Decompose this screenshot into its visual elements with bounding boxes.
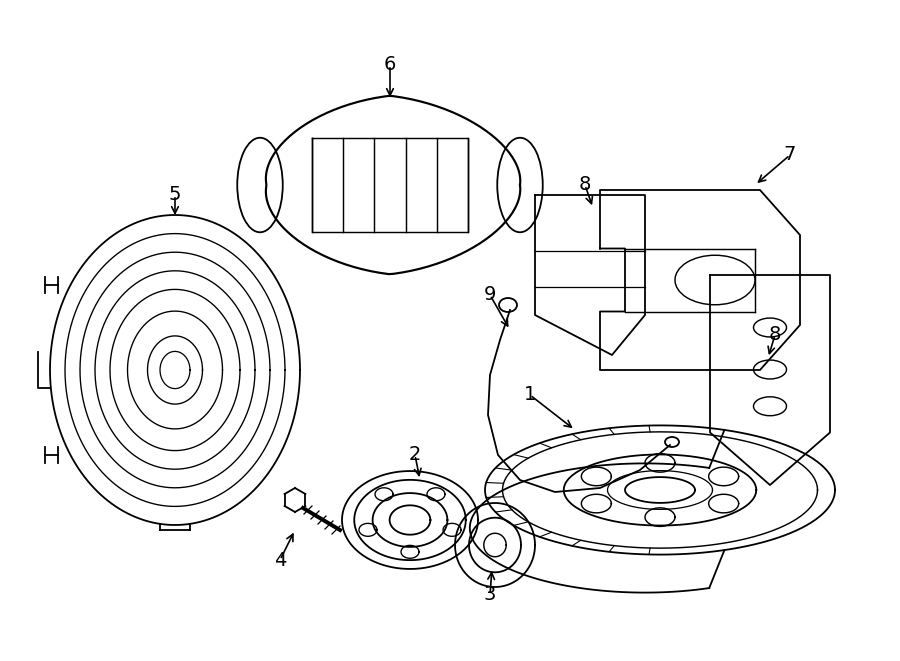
Text: 1: 1 [524, 385, 536, 405]
Text: 3: 3 [484, 586, 496, 605]
Text: 9: 9 [484, 286, 496, 305]
Text: 2: 2 [409, 446, 421, 465]
Text: 4: 4 [274, 551, 286, 570]
Text: 7: 7 [784, 145, 796, 165]
Text: 6: 6 [383, 56, 396, 75]
Text: 5: 5 [169, 186, 181, 204]
Text: 8: 8 [769, 325, 781, 344]
Text: 8: 8 [579, 176, 591, 194]
